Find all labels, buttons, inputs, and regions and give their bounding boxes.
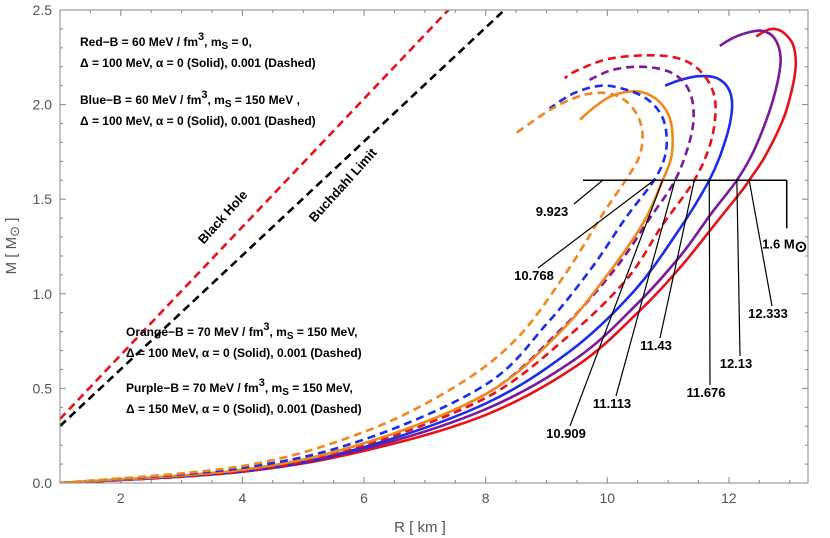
- annotation-2-line1: Blue−B = 60 MeV / fm3, mS = 150 MeV ,: [80, 89, 300, 110]
- radius-label-8: 12.333: [748, 306, 788, 321]
- y-tick-label: 0.5: [33, 380, 53, 396]
- x-tick-label: 2: [117, 490, 125, 506]
- radius-leader-4: [615, 180, 676, 397]
- radius-leader-7: [736, 180, 741, 357]
- x-tick-label: 12: [721, 490, 737, 506]
- series-line-red-solid: [60, 27, 798, 483]
- annotation-4-line1: Purple−B = 70 MeV / fm3, mS = 150 MeV,: [126, 377, 353, 398]
- radius-label-4: 11.113: [593, 396, 631, 411]
- radius-leader-8: [748, 180, 773, 307]
- radius-leader-6: [708, 180, 711, 386]
- y-tick-label: 0.0: [33, 475, 53, 491]
- annotation-1-line2: Δ = 100 MeV, α = 0 (Solid), 0.001 (Dashe…: [80, 56, 316, 70]
- y-tick-label: 1.5: [33, 191, 53, 207]
- y-tick-label: 2.5: [33, 2, 53, 18]
- radius-leader-2: [537, 179, 655, 269]
- x-tick-label: 8: [482, 490, 490, 506]
- x-tick-label: 6: [360, 490, 368, 506]
- y-tick-label: 1.0: [33, 286, 53, 302]
- radius-label-2: 10.768: [514, 268, 554, 283]
- annotation-3-line1: Orange−B = 70 MeV / fm3, mS = 150 MeV,: [126, 321, 357, 342]
- series-line-purple-solid: [60, 29, 782, 483]
- annotation-3-line2: Δ = 100 MeV, α = 0 (Solid), 0.001 (Dashe…: [126, 346, 362, 360]
- x-axis-label: R [ km ]: [394, 519, 446, 536]
- plot-frame: [59, 9, 809, 484]
- radius-label-3: 10.909: [546, 426, 586, 441]
- radius-leader-1: [573, 179, 604, 205]
- annotation-4-line2: Δ = 150 MeV, α = 0 (Solid), 0.001 (Dashe…: [126, 402, 362, 416]
- radius-label-6: 11.676: [686, 385, 725, 400]
- x-tick-label: 4: [239, 490, 247, 506]
- radius-label-7: 12.13: [720, 356, 753, 371]
- radius-leader-5: [659, 180, 695, 339]
- series-line-blue-dashed: [60, 84, 669, 483]
- limit-line-label-1: Black Hole: [195, 187, 251, 246]
- annotation-1-line1: Red−B = 60 MeV / fm3, mS = 0,: [80, 31, 252, 52]
- x-tick-label: 10: [600, 490, 616, 506]
- limit-line-2: [60, 10, 507, 428]
- reference-label: 1.6 M⊙: [762, 236, 807, 255]
- annotation-2-line2: Δ = 100 MeV, α = 0 (Solid), 0.001 (Dashe…: [80, 114, 316, 128]
- y-axis-label: M [ M⊙ ]: [3, 218, 22, 275]
- radius-label-5: 11.43: [640, 338, 672, 353]
- radius-label-1: 9.923: [536, 204, 569, 219]
- series-line-orange-dashed: [60, 91, 644, 483]
- series-line-blue-solid: [60, 74, 734, 483]
- radius-leader-3: [569, 180, 664, 427]
- y-tick-label: 2.0: [33, 97, 53, 113]
- limit-line-1: [60, 10, 451, 420]
